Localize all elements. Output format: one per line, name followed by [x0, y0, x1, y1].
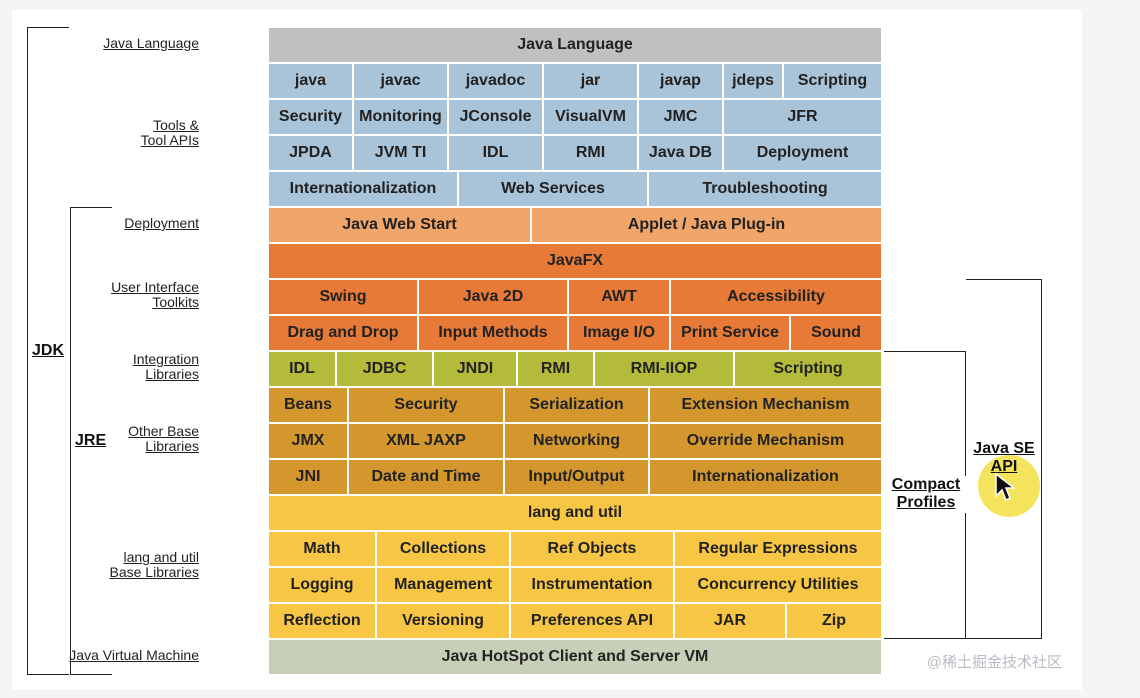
- cell-tools2-jconsole: JConsole: [448, 99, 543, 135]
- cell-base2-override-mechanism: Override Mechanism: [649, 423, 882, 459]
- jdk-label: JDK: [30, 342, 67, 361]
- cell-integration-rmi-iiop: RMI-IIOP: [594, 351, 734, 387]
- cell-tools4-web-services: Web Services: [458, 171, 648, 207]
- cell-ui2-print-service: Print Service: [670, 315, 790, 351]
- jdk-bracket: [27, 27, 69, 675]
- cell-deployment-applet-java-plug-in: Applet / Java Plug-in: [531, 207, 882, 243]
- cell-tools1-javadoc: javadoc: [448, 63, 543, 99]
- cell-tools2-monitoring: Monitoring: [353, 99, 448, 135]
- arrow-cursor-icon: [995, 472, 1016, 502]
- cell-tools3-deployment: Deployment: [723, 135, 882, 171]
- cell-langutil-lang-and-util: lang and util: [268, 495, 882, 531]
- cell-tools3-jpda: JPDA: [268, 135, 353, 171]
- cell-tools3-idl: IDL: [448, 135, 543, 171]
- cell-tools1-javap: javap: [638, 63, 723, 99]
- cell-base1-beans: Beans: [268, 387, 348, 423]
- cell-lu1-collections: Collections: [376, 531, 510, 567]
- cell-jvm-java-hotspot-client-and-server-vm: Java HotSpot Client and Server VM: [268, 639, 882, 675]
- cell-tools3-jvm-ti: JVM TI: [353, 135, 448, 171]
- cell-lu3-reflection: Reflection: [268, 603, 376, 639]
- cell-base3-internationalization: Internationalization: [649, 459, 882, 495]
- cell-base3-jni: JNI: [268, 459, 348, 495]
- cell-lu3-preferences-api: Preferences API: [510, 603, 674, 639]
- label-tools: Tools & Tool APIs: [140, 117, 199, 149]
- cell-language-java-language: Java Language: [268, 27, 882, 63]
- cell-integration-jndi: JNDI: [433, 351, 517, 387]
- cell-base2-jmx: JMX: [268, 423, 348, 459]
- cell-tools1-jdeps: jdeps: [723, 63, 783, 99]
- label-jvm: Java Virtual Machine: [69, 647, 199, 663]
- cell-tools3-java-db: Java DB: [638, 135, 723, 171]
- cell-tools1-scripting: Scripting: [783, 63, 882, 99]
- cell-lu3-versioning: Versioning: [376, 603, 510, 639]
- cell-tools3-rmi: RMI: [543, 135, 638, 171]
- label-other-base: Other Base Libraries: [128, 423, 199, 455]
- cell-base3-input-output: Input/Output: [504, 459, 649, 495]
- jre-bracket: [70, 207, 112, 675]
- cell-base2-xml-jaxp: XML JAXP: [348, 423, 504, 459]
- cell-deployment-java-web-start: Java Web Start: [268, 207, 531, 243]
- label-deployment: Deployment: [124, 215, 199, 231]
- cell-lu3-jar: JAR: [674, 603, 786, 639]
- cell-integration-rmi: RMI: [517, 351, 594, 387]
- cell-base3-date-and-time: Date and Time: [348, 459, 504, 495]
- cell-ui2-input-methods: Input Methods: [418, 315, 568, 351]
- jre-label: JRE: [73, 432, 109, 451]
- cell-base1-extension-mechanism: Extension Mechanism: [649, 387, 882, 423]
- cell-ui1-awt: AWT: [568, 279, 670, 315]
- cell-lu3-zip: Zip: [786, 603, 882, 639]
- cell-ui2-drag-and-drop: Drag and Drop: [268, 315, 418, 351]
- javase-api-label: Java SE API: [973, 440, 1035, 476]
- cell-base2-networking: Networking: [504, 423, 649, 459]
- cell-lu2-concurrency-utilities: Concurrency Utilities: [674, 567, 882, 603]
- cell-tools2-visualvm: VisualVM: [543, 99, 638, 135]
- label-integration: Integration Libraries: [132, 351, 199, 383]
- cell-tools4-troubleshooting: Troubleshooting: [648, 171, 882, 207]
- cell-lu2-logging: Logging: [268, 567, 376, 603]
- cell-tools1-javac: javac: [353, 63, 448, 99]
- cell-base1-serialization: Serialization: [504, 387, 649, 423]
- watermark: @稀土掘金技术社区: [926, 654, 1062, 671]
- cell-javafx-javafx: JavaFX: [268, 243, 882, 279]
- cell-ui1-java-2d: Java 2D: [418, 279, 568, 315]
- cell-tools1-java: java: [268, 63, 353, 99]
- cell-lu1-math: Math: [268, 531, 376, 567]
- cell-ui2-image-i-o: Image I/O: [568, 315, 670, 351]
- cell-integration-scripting: Scripting: [734, 351, 882, 387]
- cell-lu1-regular-expressions: Regular Expressions: [674, 531, 882, 567]
- cell-tools2-security: Security: [268, 99, 353, 135]
- cell-lu2-management: Management: [376, 567, 510, 603]
- cell-tools4-internationalization: Internationalization: [268, 171, 458, 207]
- cell-tools1-jar: jar: [543, 63, 638, 99]
- cell-integration-idl: IDL: [268, 351, 336, 387]
- cell-integration-jdbc: JDBC: [336, 351, 433, 387]
- cell-tools2-jfr: JFR: [723, 99, 882, 135]
- cell-ui1-accessibility: Accessibility: [670, 279, 882, 315]
- cell-ui2-sound: Sound: [790, 315, 882, 351]
- cell-base1-security: Security: [348, 387, 504, 423]
- cell-ui1-swing: Swing: [268, 279, 418, 315]
- cell-lu2-instrumentation: Instrumentation: [510, 567, 674, 603]
- javase-api-bracket: [966, 279, 1042, 639]
- compact-profiles-label: Compact Profiles: [885, 476, 967, 513]
- cell-tools2-jmc: JMC: [638, 99, 723, 135]
- diagram-canvas: JDK JRE Compact Profiles Java SE API Jav…: [12, 10, 1082, 690]
- label-java-language: Java Language: [103, 35, 199, 51]
- label-lang-util: lang and util Base Libraries: [109, 549, 200, 581]
- cell-lu1-ref-objects: Ref Objects: [510, 531, 674, 567]
- label-ui: User Interface Toolkits: [111, 279, 199, 311]
